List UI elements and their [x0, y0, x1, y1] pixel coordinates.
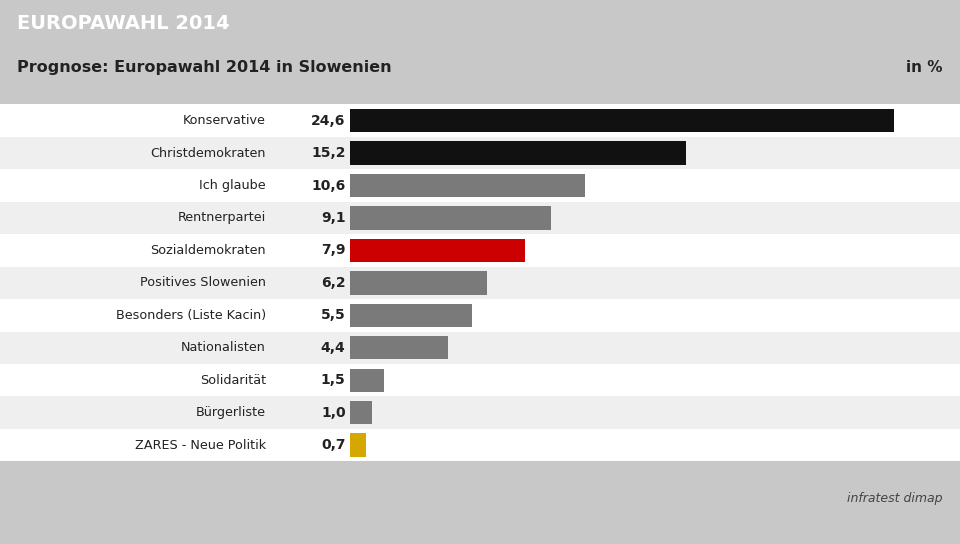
Text: 0,7: 0,7 [321, 438, 346, 452]
Text: 7,9: 7,9 [321, 243, 346, 257]
Text: 9,1: 9,1 [321, 211, 346, 225]
Text: Besonders (Liste Kacin): Besonders (Liste Kacin) [116, 309, 266, 322]
Bar [350, 336, 447, 360]
Text: Sozialdemokraten: Sozialdemokraten [151, 244, 266, 257]
Bar [350, 368, 384, 392]
Text: 5,5: 5,5 [321, 308, 346, 323]
Bar [350, 271, 488, 294]
Text: 6,2: 6,2 [321, 276, 346, 290]
Text: Ich glaube: Ich glaube [200, 179, 266, 192]
Text: 15,2: 15,2 [311, 146, 346, 160]
Bar [350, 141, 686, 165]
Bar [350, 401, 372, 424]
Bar [0, 299, 960, 331]
Bar [0, 267, 960, 299]
Text: Prognose: Europawahl 2014 in Slowenien: Prognose: Europawahl 2014 in Slowenien [17, 60, 392, 75]
Text: Christdemokraten: Christdemokraten [151, 147, 266, 159]
Bar [350, 239, 525, 262]
Bar [0, 169, 960, 202]
Text: Solidarität: Solidarität [200, 374, 266, 387]
Bar [350, 304, 472, 327]
Text: Rentnerpartei: Rentnerpartei [178, 212, 266, 225]
Text: 10,6: 10,6 [311, 178, 346, 193]
Text: Konservative: Konservative [183, 114, 266, 127]
Bar [0, 104, 960, 137]
Bar [0, 331, 960, 364]
Text: Nationalisten: Nationalisten [181, 341, 266, 354]
Text: Bürgerliste: Bürgerliste [196, 406, 266, 419]
Text: 4,4: 4,4 [321, 341, 346, 355]
Bar [0, 429, 960, 461]
Bar [0, 234, 960, 267]
Text: 1,0: 1,0 [321, 406, 346, 419]
Text: infratest dimap: infratest dimap [848, 492, 943, 505]
Bar [0, 137, 960, 169]
Bar [0, 397, 960, 429]
Bar [0, 364, 960, 397]
Bar [350, 109, 894, 132]
Bar [350, 434, 366, 457]
Text: Positives Slowenien: Positives Slowenien [140, 276, 266, 289]
Bar [350, 206, 551, 230]
Bar [350, 174, 585, 197]
Bar [0, 202, 960, 234]
Text: 1,5: 1,5 [321, 373, 346, 387]
Text: EUROPAWAHL 2014: EUROPAWAHL 2014 [17, 15, 229, 33]
Text: in %: in % [906, 60, 943, 75]
Text: ZARES - Neue Politik: ZARES - Neue Politik [134, 438, 266, 452]
Text: 24,6: 24,6 [311, 114, 346, 128]
